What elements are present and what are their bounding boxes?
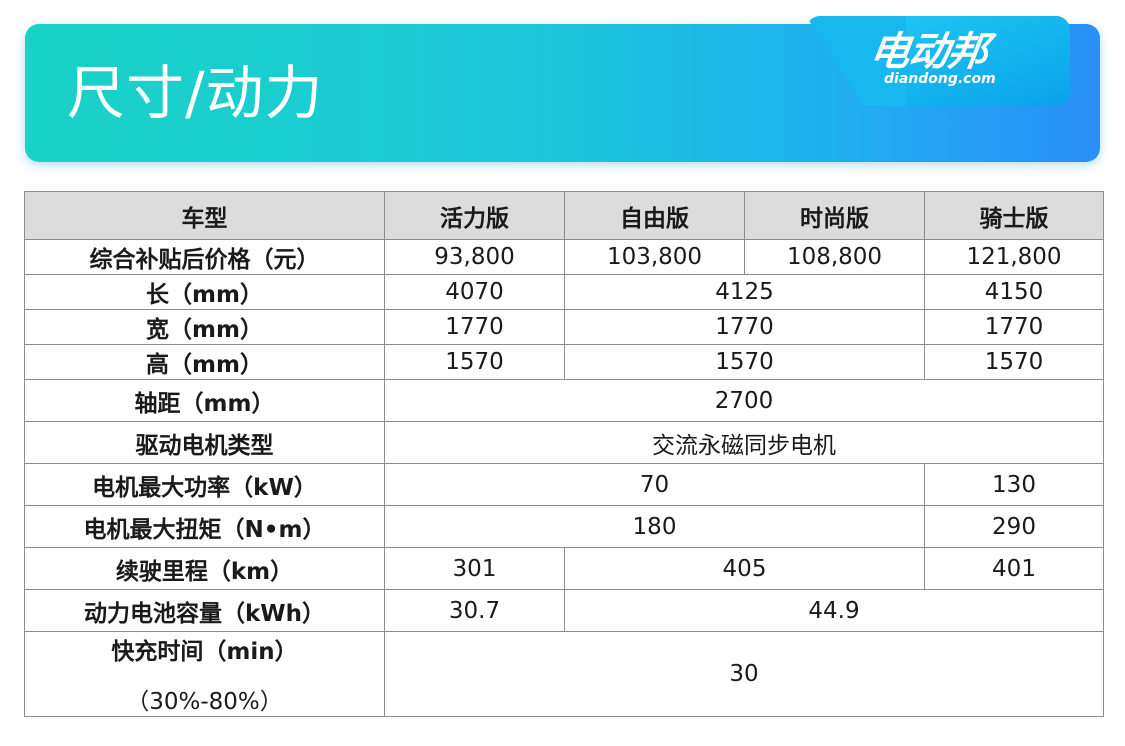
cell-width-vitality: 1770 <box>384 309 565 345</box>
row-label-height: 高（mm） <box>24 344 385 380</box>
fast-charge-sublabel: （30%-80%） <box>126 689 283 715</box>
cell-battery-vitality: 30.7 <box>384 589 565 632</box>
cell-fast-charge-all: 30 <box>384 631 1104 717</box>
row-label-range: 续驶里程（km） <box>24 547 385 590</box>
table-row-length: 长（mm） 4070 4125 4150 <box>24 274 1104 310</box>
cell-range-freedom-fashion: 405 <box>564 547 925 590</box>
row-label-motor-type: 驱动电机类型 <box>24 421 385 464</box>
row-label-max-torque: 电机最大扭矩（N•m） <box>24 505 385 548</box>
cell-max-torque-first-three: 180 <box>384 505 925 548</box>
cell-price-freedom: 103,800 <box>564 239 745 275</box>
header-trim-fashion: 时尚版 <box>744 191 925 240</box>
table-row-fast-charge: 快充时间（min） （30%-80%） 30 <box>24 631 1104 717</box>
header-trim-knight: 骑士版 <box>924 191 1104 240</box>
table-header-row: 车型 活力版 自由版 时尚版 骑士版 <box>24 191 1104 240</box>
cell-range-knight: 401 <box>924 547 1104 590</box>
row-label-wheelbase: 轴距（mm） <box>24 379 385 422</box>
page-title: 尺寸/动力 <box>67 59 324 127</box>
row-label-width: 宽（mm） <box>24 309 385 345</box>
table-row-max-torque: 电机最大扭矩（N•m） 180 290 <box>24 505 1104 548</box>
table-row-height: 高（mm） 1570 1570 1570 <box>24 344 1104 380</box>
row-label-length: 长（mm） <box>24 274 385 310</box>
brand-logo-url: diandong.com <box>884 71 996 87</box>
row-label-price: 综合补贴后价格（元） <box>24 239 385 275</box>
row-label-battery: 动力电池容量（kWh） <box>24 589 385 632</box>
cell-length-freedom-fashion: 4125 <box>564 274 925 310</box>
table-row-width: 宽（mm） 1770 1770 1770 <box>24 309 1104 345</box>
header-trim-vitality: 活力版 <box>384 191 565 240</box>
cell-length-knight: 4150 <box>924 274 1104 310</box>
cell-height-vitality: 1570 <box>384 344 565 380</box>
brand-logo-text: 电动邦 <box>866 29 991 75</box>
table-row-battery: 动力电池容量（kWh） 30.7 44.9 <box>24 589 1104 632</box>
cell-battery-other-trims: 44.9 <box>564 589 1104 632</box>
table-row-price: 综合补贴后价格（元） 93,800 103,800 108,800 121,80… <box>24 239 1104 275</box>
cell-range-vitality: 301 <box>384 547 565 590</box>
cell-wheelbase-all: 2700 <box>384 379 1104 422</box>
cell-price-knight: 121,800 <box>924 239 1104 275</box>
logo-tab <box>806 16 1070 106</box>
cell-price-vitality: 93,800 <box>384 239 565 275</box>
cell-width-freedom-fashion: 1770 <box>564 309 925 345</box>
row-label-max-power: 电机最大功率（kW） <box>24 463 385 506</box>
cell-width-knight: 1770 <box>924 309 1104 345</box>
cell-max-power-first-three: 70 <box>384 463 925 506</box>
table-row-range: 续驶里程（km） 301 405 401 <box>24 547 1104 590</box>
cell-motor-type-all: 交流永磁同步电机 <box>384 421 1104 464</box>
row-label-fast-charge: 快充时间（min） （30%-80%） <box>24 631 385 717</box>
header-trim-freedom: 自由版 <box>564 191 745 240</box>
table-row-motor-type: 驱动电机类型 交流永磁同步电机 <box>24 421 1104 464</box>
cell-height-freedom-fashion: 1570 <box>564 344 925 380</box>
cell-max-torque-knight: 290 <box>924 505 1104 548</box>
header-model: 车型 <box>24 191 385 240</box>
cell-height-knight: 1570 <box>924 344 1104 380</box>
table-row-max-power: 电机最大功率（kW） 70 130 <box>24 463 1104 506</box>
cell-length-vitality: 4070 <box>384 274 565 310</box>
cell-price-fashion: 108,800 <box>744 239 925 275</box>
cell-max-power-knight: 130 <box>924 463 1104 506</box>
fast-charge-label: 快充时间（min） <box>111 639 298 665</box>
spec-table: 车型 活力版 自由版 时尚版 骑士版 综合补贴后价格（元） 93,800 103… <box>24 191 1104 717</box>
table-row-wheelbase: 轴距（mm） 2700 <box>24 379 1104 422</box>
